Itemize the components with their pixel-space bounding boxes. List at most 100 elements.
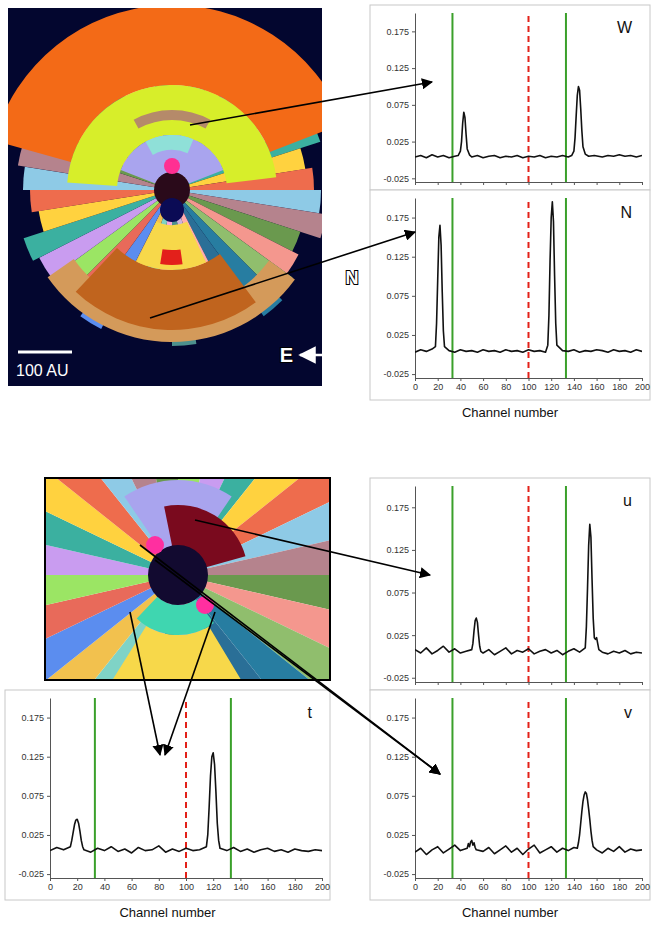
x-tick-label: 0 — [413, 882, 418, 892]
x-tick-mark — [642, 878, 643, 881]
x-tick-mark — [574, 378, 575, 381]
x-tick — [529, 182, 530, 185]
region-map — [8, 8, 322, 386]
scale-label: 100 AU — [16, 362, 68, 379]
x-tick-mark — [574, 878, 575, 881]
x-tick: 60 — [479, 378, 489, 392]
x-tick-mark — [460, 182, 461, 185]
x-tick-label: 140 — [567, 382, 582, 392]
y-axis: -0.0250.0250.0750.1250.175 — [383, 487, 415, 684]
plot-area — [415, 698, 642, 878]
y-tick: 0.125 — [386, 752, 415, 762]
panel-frame — [370, 478, 650, 690]
x-tick: 160 — [590, 878, 605, 892]
y-tick: 0.125 — [386, 545, 415, 555]
y-tick-label: 0.025 — [386, 330, 409, 340]
y-tick-label: 0.075 — [386, 100, 409, 110]
y-tick-mark — [412, 142, 415, 143]
y-axis: -0.0250.0250.0750.1250.175 — [18, 699, 50, 880]
x-tick-mark — [619, 182, 620, 185]
y-tick: -0.025 — [383, 369, 415, 379]
x-tick-label: 120 — [544, 382, 559, 392]
x-tick: 100 — [179, 878, 194, 892]
spectrum-line — [415, 86, 642, 157]
x-axis: 020406080100120140160180200 — [413, 878, 650, 892]
spectrum-line — [415, 792, 642, 855]
pointer-arrow — [130, 612, 160, 755]
x-tick: 120 — [544, 878, 559, 892]
zoom-map — [45, 478, 330, 680]
x-tick-mark — [642, 378, 643, 381]
x-tick — [506, 682, 507, 685]
x-tick-label: 60 — [479, 382, 489, 392]
y-tick: -0.025 — [18, 869, 50, 879]
x-tick-label: 160 — [590, 382, 605, 392]
x-tick-mark — [483, 682, 484, 685]
x-tick-mark — [551, 182, 552, 185]
y-tick-label: 0.175 — [386, 213, 409, 223]
spectrum-panel: 020406080100120140160180200-0.0250.0250.… — [370, 690, 650, 900]
reference-line — [528, 198, 530, 378]
y-tick-label: 0.075 — [386, 791, 409, 801]
x-tick-mark — [240, 878, 241, 881]
y-tick: 0.075 — [21, 791, 50, 801]
y-tick-mark — [412, 593, 415, 594]
x-tick: 80 — [501, 378, 511, 392]
panel-frame — [370, 5, 650, 190]
x-axis: 020406080100120140160180200 — [48, 878, 330, 892]
y-tick-label: 0.025 — [386, 830, 409, 840]
y-tick: 0.175 — [386, 27, 415, 37]
panel-frame — [370, 690, 650, 900]
x-tick-label: 180 — [612, 882, 627, 892]
x-tick-label: 20 — [73, 882, 83, 892]
y-tick: 0.125 — [386, 63, 415, 73]
compass-label: N — [346, 268, 359, 288]
x-tick: 0 — [413, 878, 418, 892]
y-tick-label: 0.175 — [386, 713, 409, 723]
x-tick-mark — [597, 682, 598, 685]
x-tick — [597, 182, 598, 185]
region — [164, 158, 180, 174]
x-tick — [574, 682, 575, 685]
pointer-arrow — [165, 612, 215, 755]
x-tick-mark — [132, 878, 133, 881]
x-tick-mark — [619, 378, 620, 381]
x-tick-label: 100 — [521, 382, 536, 392]
y-tick: 0.175 — [386, 713, 415, 723]
spectrum-panel: -0.0250.0250.0750.1250.175W — [370, 5, 650, 190]
y-tick-label: 0.125 — [386, 63, 409, 73]
x-tick-mark — [186, 878, 187, 881]
x-tick: 140 — [233, 878, 248, 892]
x-axis: 020406080100120140160180200 — [413, 378, 650, 392]
spectrum-panel: 020406080100120140160180200-0.0250.0250.… — [370, 190, 650, 400]
x-tick: 40 — [100, 878, 110, 892]
x-tick-label: 80 — [501, 882, 511, 892]
x-tick-mark — [574, 182, 575, 185]
plot-area — [50, 698, 322, 878]
reference-line — [451, 698, 453, 878]
y-tick-mark — [412, 796, 415, 797]
x-tick-mark — [551, 378, 552, 381]
y-axis: -0.0250.0250.0750.1250.175 — [383, 699, 415, 880]
x-tick — [506, 182, 507, 185]
y-tick: -0.025 — [383, 673, 415, 683]
x-tick-label: 160 — [261, 882, 276, 892]
x-tick — [483, 182, 484, 185]
x-tick-mark — [551, 878, 552, 881]
pointer-arrow — [150, 232, 415, 318]
y-tick-label: 0.175 — [386, 27, 409, 37]
spectrum-panel: -0.0250.0250.0750.1250.175u — [370, 478, 650, 690]
x-tick-mark — [642, 682, 643, 685]
compass-arrow — [300, 354, 352, 357]
y-axis: -0.0250.0250.0750.1250.175 — [383, 14, 415, 184]
x-tick-mark — [483, 182, 484, 185]
x-tick-mark — [529, 182, 530, 185]
y-tick-mark — [412, 218, 415, 219]
x-tick — [619, 182, 620, 185]
x-tick: 160 — [590, 378, 605, 392]
y-tick-label: -0.025 — [383, 369, 409, 379]
y-tick: 0.175 — [386, 213, 415, 223]
reference-line — [528, 698, 530, 878]
y-tick-mark — [412, 718, 415, 719]
x-tick-mark — [438, 682, 439, 685]
